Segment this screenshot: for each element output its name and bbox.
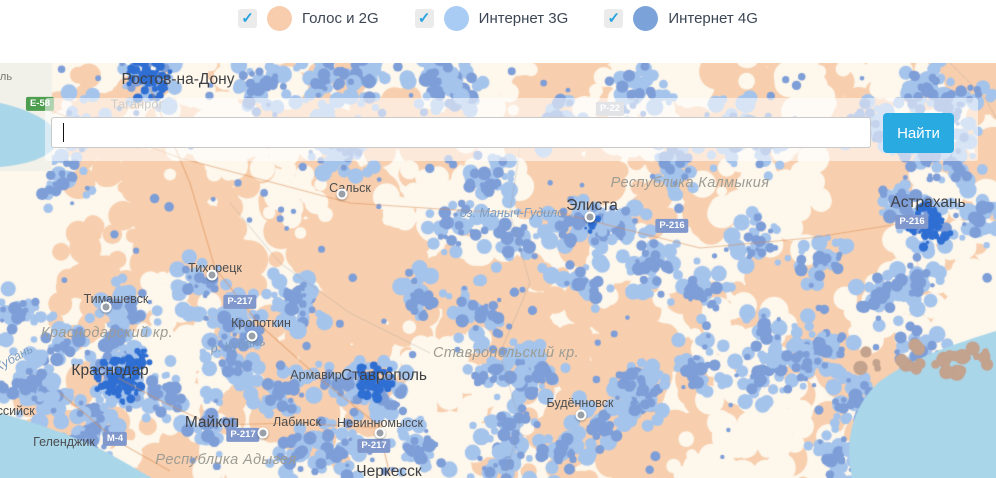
map-label-city: Кропоткин (231, 316, 291, 330)
road-badge: Р-217 (357, 438, 391, 454)
map-label-city-lg: Астрахань (890, 194, 966, 211)
legend-item-internet-3g: ✓ Интернет 3G (414, 5, 569, 32)
city-marker (374, 427, 386, 439)
search-bar: Найти (51, 113, 954, 153)
map-label-city: Новороссийск (0, 404, 35, 418)
legend-label-3g: Интернет 3G (478, 10, 569, 27)
map-label-region: Ставропольский кр. (432, 345, 580, 361)
search-input-wrap (51, 117, 871, 148)
text-caret (63, 123, 64, 142)
map-label-city: Тихорецк (188, 261, 242, 275)
map-label-city: Лабинск (273, 415, 321, 429)
road-badge: Р-217 (223, 294, 257, 310)
checkbox-voice-2g[interactable]: ✓ (238, 9, 258, 28)
road-badge: Р-216 (895, 214, 929, 230)
map-label-city-lg: Ростов-на-Дону (121, 71, 235, 88)
legend-item-internet-4g: ✓ Интернет 4G (604, 5, 758, 32)
map-label-city-lg: Майкоп (184, 414, 240, 431)
coverage-map[interactable]: Ростов-на-ДонуТаганрогльСальскоз. Маныч-… (0, 63, 996, 478)
map-label-water: Кубань (0, 341, 36, 375)
map-label-city: Армавир (290, 368, 342, 382)
search-button[interactable]: Найти (883, 113, 954, 153)
map-label-city-lg: Черкесск (356, 463, 422, 478)
map-label-region: Республика Адыгея (155, 452, 297, 468)
coverage-4g-swatch (633, 6, 659, 31)
legend-label-2g: Голос и 2G (302, 10, 379, 27)
city-marker (584, 211, 596, 223)
map-label-city-sm: ль (0, 71, 13, 83)
map-label-water: р. Кубань (209, 334, 267, 356)
map-label-city-lg: Элиста (566, 197, 618, 214)
city-marker (336, 188, 348, 200)
map-label-water: оз. Маныч-Гудило (459, 206, 565, 220)
city-marker (246, 330, 258, 342)
road-badge: Р-216 (655, 218, 689, 234)
coverage-2g-swatch (267, 6, 293, 31)
map-label-city: Сальск (329, 181, 371, 195)
map-label-city: Будённовск (546, 396, 614, 410)
coverage-3g-swatch (443, 6, 469, 31)
map-label-city: Невинномысск (337, 416, 423, 430)
legend-bar: ✓ Голос и 2G ✓ Интернет 3G ✓ Интернет 4G (0, 0, 996, 63)
map-label-city: Геленджик (33, 435, 95, 449)
search-input[interactable] (51, 117, 871, 148)
map-label-region: Республика Калмыкия (610, 175, 770, 191)
legend-label-4g: Интернет 4G (668, 10, 758, 27)
city-marker (575, 409, 587, 421)
road-badge: Р-217 (226, 427, 260, 443)
checkmark-icon: ✓ (417, 10, 431, 27)
map-label-region: Краснодарский кр. (40, 325, 174, 341)
checkmark-icon: ✓ (241, 10, 254, 27)
map-label-city-lg: Ставрополь (340, 367, 428, 384)
road-badge: М-4 (102, 431, 128, 447)
map-label-city: Тимашевск (83, 292, 149, 306)
checkbox-internet-3g[interactable]: ✓ (414, 9, 434, 28)
city-marker (206, 269, 218, 281)
checkbox-internet-4g[interactable]: ✓ (604, 9, 624, 28)
checkmark-icon: ✓ (607, 10, 621, 27)
city-marker (257, 427, 269, 439)
map-label-city-lg: Краснодар (71, 362, 149, 379)
legend-item-voice-2g: ✓ Голос и 2G (238, 5, 379, 32)
city-marker (100, 301, 112, 313)
